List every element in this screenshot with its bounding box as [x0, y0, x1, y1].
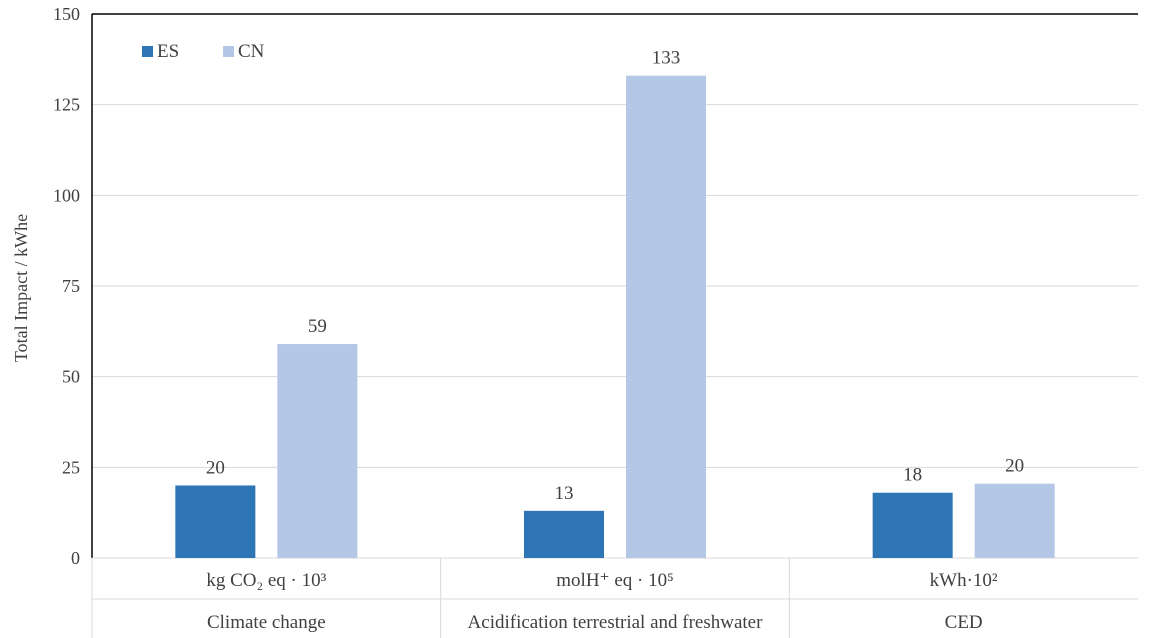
legend-swatch-cn	[223, 46, 234, 57]
data-label-es-0: 20	[206, 457, 225, 478]
bar-cn-2	[974, 483, 1055, 558]
legend-swatch-es	[142, 46, 153, 57]
y-tick-25: 25	[62, 457, 80, 477]
data-labels: 20 59 13 133 18 20	[206, 48, 1024, 504]
category-name-1: Acidification terrestrial and freshwater	[468, 612, 764, 633]
data-label-es-1: 13	[555, 483, 574, 504]
y-tick-0: 0	[71, 548, 80, 568]
y-tick-150: 150	[53, 4, 80, 24]
axes	[91, 14, 1138, 638]
bars	[175, 75, 1055, 559]
y-tick-75: 75	[62, 276, 80, 296]
y-tick-50: 50	[62, 367, 80, 387]
data-label-cn-0: 59	[308, 316, 327, 337]
bar-es-1	[524, 510, 604, 558]
legend: ES CN	[142, 41, 265, 62]
data-label-es-2: 18	[903, 465, 922, 486]
category-unit-2: kWh·10²	[930, 570, 998, 591]
legend-label-cn: CN	[238, 41, 265, 62]
bar-cn-0	[277, 344, 358, 558]
bar-es-0	[175, 485, 256, 558]
category-name-0: Climate change	[207, 612, 326, 633]
category-unit-0: kg CO₂ eq · 10³	[206, 570, 326, 591]
y-axis-label: Total Impact / kWhe	[11, 214, 31, 362]
y-tick-125: 125	[53, 95, 80, 115]
category-name-2: CED	[945, 612, 983, 633]
data-label-cn-2: 20	[1005, 456, 1024, 477]
category-labels: kg CO₂ eq · 10³ Climate change molH⁺ eq · …	[206, 570, 998, 633]
category-unit-1: molH⁺ eq · 10⁵	[556, 570, 673, 591]
data-label-cn-1: 133	[652, 48, 681, 69]
y-tick-labels: 0 25 50 75 100 125 150	[53, 4, 80, 568]
legend-label-es: ES	[157, 41, 179, 62]
bar-cn-1	[626, 75, 706, 559]
bar-es-2	[872, 492, 953, 558]
y-tick-100: 100	[53, 185, 80, 205]
gridlines	[92, 13, 1138, 468]
